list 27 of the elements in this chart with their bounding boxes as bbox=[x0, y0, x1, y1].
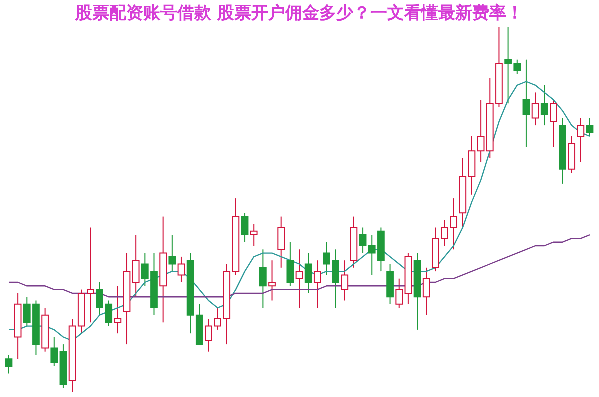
candlestick bbox=[304, 252, 312, 294]
candlestick bbox=[422, 267, 430, 316]
candlestick bbox=[260, 249, 267, 309]
candlestick bbox=[132, 234, 140, 298]
candlestick bbox=[286, 242, 294, 287]
candlestick bbox=[477, 100, 485, 163]
candlestick bbox=[168, 234, 176, 272]
chart-title: 股票配资账号借款 股票开户佣金多少？一文看懂最新费率！ bbox=[74, 4, 524, 24]
candlestick bbox=[577, 118, 585, 163]
candlestick bbox=[532, 92, 540, 126]
candlestick bbox=[278, 216, 286, 268]
candlestick bbox=[250, 224, 258, 246]
candlestick bbox=[178, 256, 186, 283]
candlestick bbox=[359, 227, 367, 254]
candlestick bbox=[396, 278, 404, 309]
candlestick bbox=[50, 336, 58, 367]
candlestick bbox=[550, 100, 558, 148]
candlestick bbox=[522, 59, 530, 148]
candlestick bbox=[586, 118, 594, 137]
candlestick bbox=[296, 249, 304, 309]
candlestick bbox=[5, 355, 13, 374]
candlestick bbox=[241, 212, 249, 243]
candlestick bbox=[540, 84, 548, 126]
candlestick bbox=[114, 286, 122, 334]
candlestick bbox=[314, 260, 322, 309]
candlestick bbox=[268, 260, 276, 302]
candlestick bbox=[341, 260, 349, 302]
